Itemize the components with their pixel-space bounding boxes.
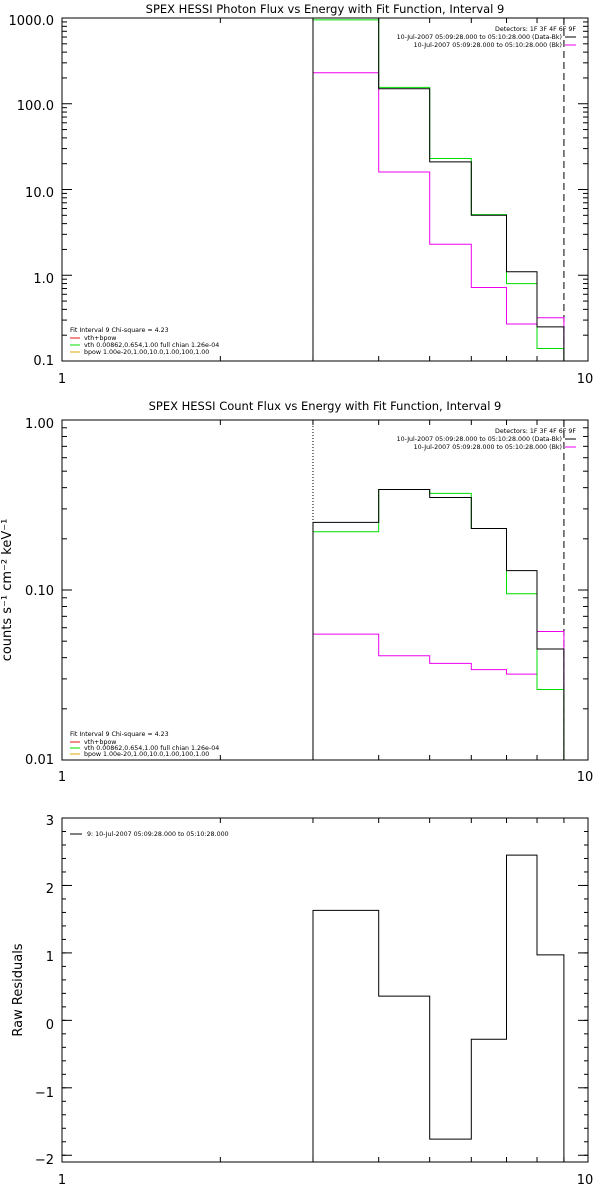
residuals-y-tick-1: 1 [46, 950, 54, 965]
residuals-legend-interval: 9: 10-Jul-2007 05:09:28.000 to 05:10:28.… [87, 831, 229, 838]
residuals-x-tick-1: 1 [58, 1173, 66, 1188]
residuals-x-tick-10: 10 [577, 1173, 594, 1188]
residuals-y-tick-0: 0 [46, 1018, 54, 1033]
photon-flux-y-tick-0p1: 0.1 [33, 354, 54, 369]
count-flux-y-tick-1: 1.00 [25, 417, 54, 432]
photon-flux-y-tick-1: 1.0 [33, 272, 54, 287]
count-flux-y-tick-0p01: 0.01 [25, 753, 54, 768]
count-flux-vth-histogram [312, 489, 565, 760]
residuals-y-tick-2: 2 [46, 882, 54, 897]
residuals-panel: Raw Residuals 1 10 −2 −1 0 1 2 3 9: 10-J… [11, 814, 593, 1188]
count-flux-plot-frame [61, 419, 589, 761]
residuals-data-histogram [312, 854, 565, 1162]
photon-flux-x-tick-10: 10 [577, 372, 594, 387]
photon-flux-data-histogram [312, 17, 565, 361]
count-flux-legend-bk: 10-Jul-2007 05:09:28.000 to 05:10:28.000… [414, 444, 562, 451]
count-flux-data-histogram [312, 489, 565, 760]
residuals-y-tick-minus2: −2 [35, 1153, 54, 1168]
photon-flux-legend-bk: 10-Jul-2007 05:09:28.000 to 05:10:28.000… [414, 42, 562, 49]
count-flux-legend-fit-interval: Fit Interval 9 Chi-square = 4.23 [70, 731, 169, 738]
residuals-y-tick-3: 3 [46, 814, 54, 829]
residuals-y-tick-minus1: −1 [35, 1086, 54, 1101]
photon-flux-legend-vth: vth 0.00862,0.654,1.00 full chian 1.26e-… [84, 342, 219, 349]
residuals-y-axis-label: Raw Residuals [11, 943, 26, 1036]
count-flux-panel: SPEX HESSI Count Flux vs Energy with Fit… [0, 399, 593, 785]
count-flux-legend-data-bk: 10-Jul-2007 05:09:28.000 to 05:10:28.000… [397, 436, 562, 443]
photon-flux-plot-frame [61, 17, 589, 362]
count-flux-y-tick-0p1: 0.10 [25, 584, 54, 599]
count-flux-legend-total: vth+bpow [84, 739, 116, 746]
photon-flux-title: SPEX HESSI Photon Flux vs Energy with Fi… [146, 2, 505, 16]
photon-flux-y-tick-100: 100.0 [17, 99, 54, 114]
photon-flux-legend-detectors: Detectors: 1F 3F 4F 6F 9F [495, 26, 576, 33]
residuals-plot-frame [61, 817, 589, 1163]
count-flux-legend-detectors: Detectors: 1F 3F 4F 6F 9F [495, 428, 576, 435]
photon-flux-x-tick-1: 1 [58, 372, 66, 387]
count-flux-title: SPEX HESSI Count Flux vs Energy with Fit… [149, 399, 502, 413]
count-flux-x-tick-1: 1 [58, 770, 66, 785]
photon-flux-legend-bpow: bpow 1.00e-20,1.00,10.0,1.00,100,1.00 [84, 349, 209, 356]
photon-flux-y-tick-10: 10.0 [25, 186, 54, 201]
count-flux-legend-vth: vth 0.00862,0.654,1.00 full chian 1.26e-… [84, 745, 219, 752]
photon-flux-legend-data-bk: 10-Jul-2007 05:09:28.000 to 05:10:28.000… [397, 34, 562, 41]
photon-flux-vth-histogram [312, 19, 565, 361]
photon-flux-bpow-histogram [312, 72, 565, 361]
count-flux-bpow-histogram [312, 631, 565, 760]
photon-flux-panel: SPEX HESSI Photon Flux vs Energy with Fi… [9, 2, 594, 387]
count-flux-legend-bpow: bpow 1.00e-20,1.00,10.0,1.00,100,1.00 [84, 751, 209, 758]
count-flux-y-axis-label: counts s⁻¹ cm⁻² keV⁻¹ [0, 519, 15, 662]
photon-flux-legend-fit-interval: Fit Interval 9 Chi-square = 4.23 [70, 327, 169, 334]
photon-flux-legend-total: vth+bpow [84, 335, 116, 342]
photon-flux-y-tick-1000: 1000.0 [9, 14, 55, 29]
count-flux-x-tick-10: 10 [577, 770, 594, 785]
